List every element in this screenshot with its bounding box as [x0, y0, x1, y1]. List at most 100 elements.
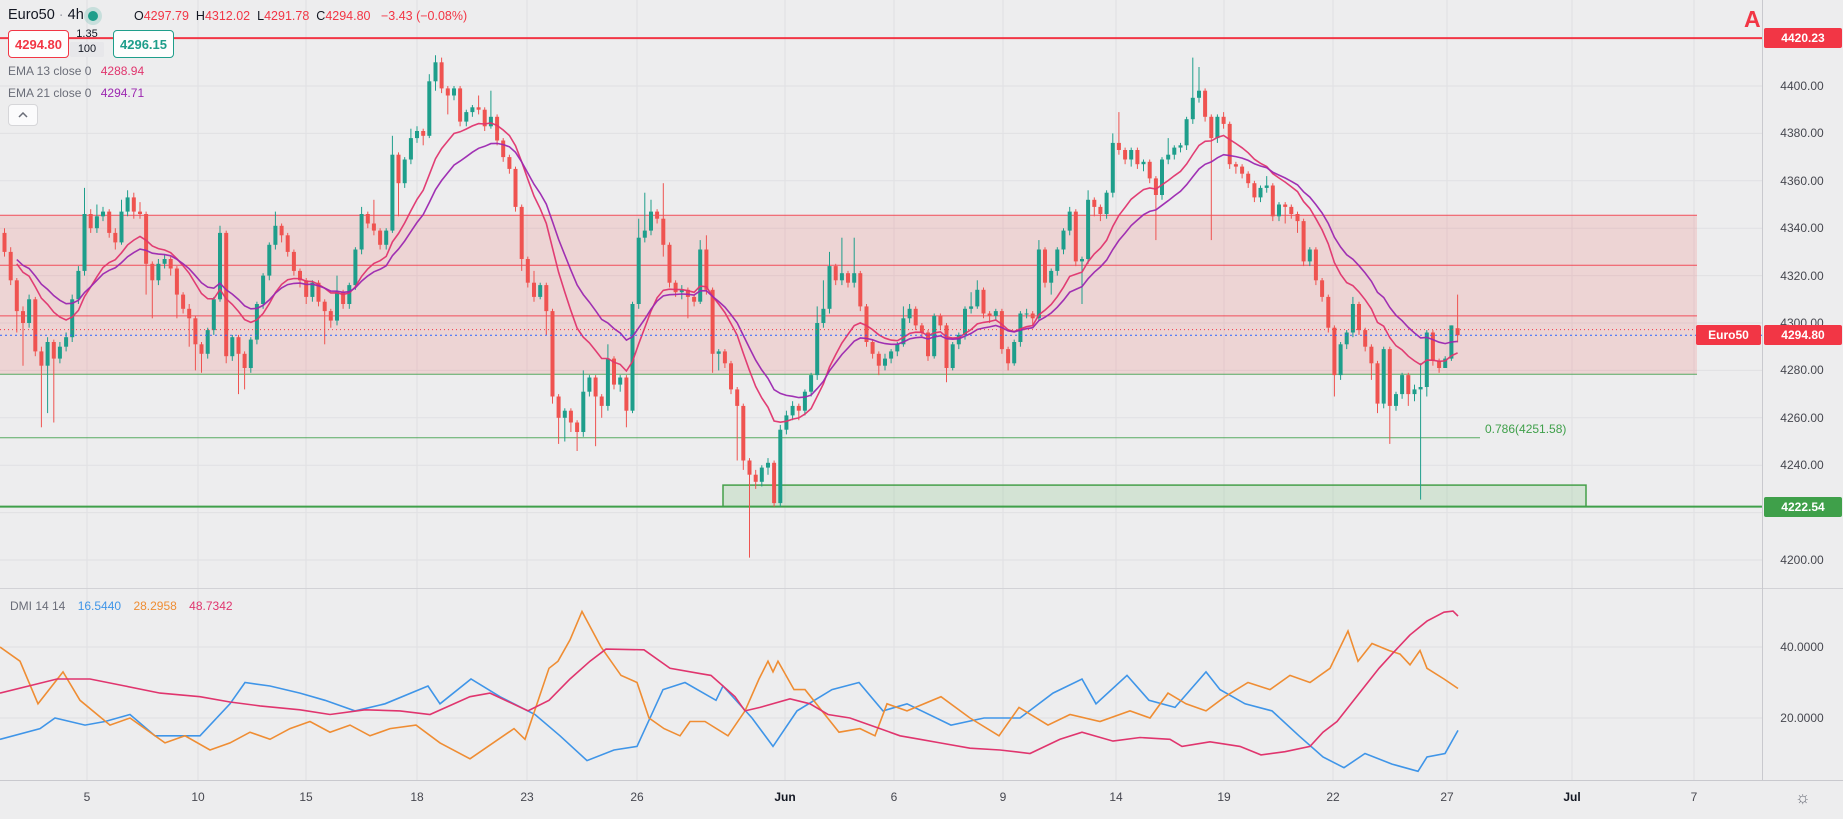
- candle-body: [82, 214, 87, 271]
- ohlc-values: O4297.79 H4312.02 L4291.78 C4294.80 −3.43 (…: [134, 9, 467, 23]
- symbol-title[interactable]: Euro50 · 4h: [8, 7, 84, 23]
- time-tick-label[interactable]: 23: [520, 790, 534, 804]
- ohlc-value: 4291.78: [264, 9, 310, 23]
- price-tick-label: 4320.00: [1780, 268, 1824, 283]
- candle-body: [113, 232, 118, 243]
- price-tag-4222-54: 4222.54: [1764, 496, 1842, 517]
- time-tick-label[interactable]: 6: [890, 790, 898, 804]
- ema21-value: 4294.71: [100, 86, 145, 100]
- time-tick-label[interactable]: 18: [410, 790, 424, 804]
- candle-body: [261, 275, 266, 304]
- candle-body: [864, 306, 869, 342]
- candle-body: [802, 391, 807, 411]
- dmi-plus-di-line: [0, 670, 1459, 773]
- dmi-adx-value: 48.7342: [189, 599, 233, 613]
- time-tick-label[interactable]: 7: [1690, 790, 1698, 804]
- candle-body: [125, 197, 130, 212]
- symbol-interval[interactable]: 4h: [67, 7, 84, 23]
- time-tick-label[interactable]: 26: [630, 790, 644, 804]
- candle-body: [236, 337, 241, 354]
- candle-body: [507, 157, 512, 169]
- candle-body: [1233, 164, 1238, 167]
- sell-button[interactable]: 4294.80: [8, 30, 69, 58]
- time-axis[interactable]: ☼ 5 10 15 18 23 26 Jun 6 9 14 19 22 27 Jul 7: [0, 780, 1843, 819]
- ema13-line: [16, 122, 1458, 424]
- ema21-legend[interactable]: EMA 21 close 0 4294.71: [8, 86, 144, 100]
- candle-body: [39, 351, 44, 366]
- candle-body: [408, 138, 413, 160]
- market-status-icon[interactable]: [84, 7, 102, 25]
- candle-body: [1197, 90, 1201, 98]
- time-tick-label[interactable]: 15: [299, 790, 313, 804]
- candle-body: [858, 273, 863, 307]
- candle-body: [1283, 204, 1288, 207]
- ema13-legend[interactable]: EMA 13 close 0 4288.94: [8, 64, 144, 78]
- candle-body: [218, 232, 222, 300]
- candle-body: [1326, 296, 1331, 328]
- quantity-field[interactable]: 100: [70, 42, 104, 57]
- candle-body: [975, 289, 980, 307]
- candle-body: [1184, 119, 1189, 146]
- candle-body: [322, 301, 327, 312]
- candle-body: [1240, 166, 1245, 174]
- ohlc-value: 4312.02: [204, 9, 251, 23]
- candle-body: [1221, 116, 1226, 124]
- candle-body: [1086, 199, 1091, 259]
- candle-body: [347, 285, 352, 304]
- ohlc-key: C: [316, 9, 326, 23]
- chart-canvas[interactable]: [0, 0, 1762, 780]
- candle-body: [722, 351, 727, 364]
- pane-separator[interactable]: [0, 588, 1843, 589]
- candle-body: [1400, 375, 1405, 395]
- candle-body: [285, 235, 290, 252]
- candle-body: [907, 308, 912, 319]
- candle-body: [1313, 249, 1318, 281]
- candle-body: [642, 230, 647, 238]
- candle-body: [304, 280, 309, 297]
- time-tick-label[interactable]: 5: [83, 790, 91, 804]
- dmi-legend[interactable]: DMI 14 14 16.5440 28.2958 48.7342: [10, 599, 233, 613]
- candle-body: [889, 351, 894, 359]
- ohlc-key: H: [195, 9, 205, 23]
- time-tick-label[interactable]: Jun: [774, 790, 796, 804]
- candle-body: [556, 396, 561, 418]
- candle-body: [1036, 249, 1041, 319]
- collapse-legend-button[interactable]: [8, 104, 38, 126]
- ema21-label: EMA 21 close 0: [8, 86, 92, 100]
- candle-body: [1018, 313, 1023, 342]
- drawing-label-a[interactable]: A: [1744, 6, 1761, 32]
- candle-body: [427, 81, 432, 136]
- candle-body: [821, 308, 826, 323]
- price-tick-label: 4340.00: [1780, 221, 1824, 236]
- candle-body: [538, 285, 543, 297]
- candle-body: [230, 337, 235, 357]
- candle-body: [1301, 221, 1306, 262]
- candle-body: [969, 306, 974, 309]
- settings-icon[interactable]: ☼: [1795, 788, 1811, 807]
- price-axis[interactable]: 4400.00 4380.00 4360.00 4340.00 4320.00 4300.…: [1763, 0, 1843, 780]
- candle-body: [993, 311, 998, 316]
- candle-body: [698, 249, 703, 302]
- candle-body: [895, 344, 900, 352]
- candle-body: [1375, 363, 1380, 404]
- candle-body: [482, 109, 487, 127]
- chevron-up-icon: [18, 112, 28, 118]
- candle-body: [1067, 211, 1072, 231]
- buy-button[interactable]: 4296.15: [113, 30, 174, 58]
- candle-body: [445, 88, 450, 96]
- time-tick-label[interactable]: 27: [1440, 790, 1454, 804]
- time-tick-label[interactable]: 14: [1109, 790, 1123, 804]
- time-tick-label[interactable]: 19: [1217, 790, 1231, 804]
- time-tick-label[interactable]: 9: [999, 790, 1007, 804]
- time-tick-label[interactable]: Jul: [1563, 790, 1581, 804]
- price-tick-label: 4400.00: [1780, 79, 1824, 93]
- candle-body: [655, 211, 660, 219]
- ema13-value: 4288.94: [100, 64, 145, 78]
- candle-body: [568, 410, 573, 423]
- candle-body: [876, 353, 881, 366]
- candle-body: [1030, 313, 1035, 319]
- ohlc-key: O: [134, 9, 144, 23]
- fib-retracement-zone: [0, 215, 1697, 375]
- time-tick-label[interactable]: 10: [191, 790, 205, 804]
- time-tick-label[interactable]: 22: [1326, 790, 1340, 804]
